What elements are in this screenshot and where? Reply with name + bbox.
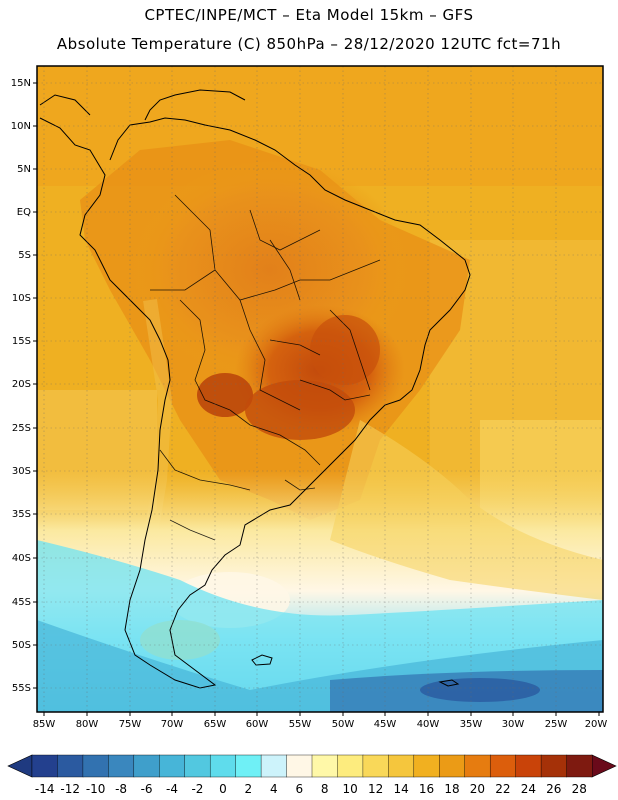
- lon-label: 55W: [289, 719, 312, 730]
- map-title-line2: Absolute Temperature (C) 850hPa – 28/12/…: [56, 35, 562, 53]
- colorbar-swatch: [82, 754, 109, 778]
- colorbar-label: 22: [495, 782, 510, 796]
- colorbar-swatch: [439, 754, 466, 778]
- colorbar-label: -12: [60, 782, 80, 796]
- lon-label: 80W: [76, 719, 99, 730]
- colorbar-swatch: [464, 754, 491, 778]
- colorbar-swatch: [362, 754, 389, 778]
- lon-label: 70W: [161, 719, 184, 730]
- colorbar-over-triangle: [591, 754, 617, 778]
- colorbar-label: -10: [86, 782, 106, 796]
- lat-label: 35S: [12, 509, 31, 520]
- lon-label: 25W: [545, 719, 568, 730]
- colorbar-label: -14: [35, 782, 55, 796]
- lat-label: 50S: [12, 640, 31, 651]
- lat-label: 15S: [12, 336, 31, 347]
- lat-label: 25S: [12, 423, 31, 434]
- lon-label: 30W: [502, 719, 525, 730]
- lon-label: 45W: [374, 719, 397, 730]
- lon-label: 40W: [417, 719, 440, 730]
- colorbar-label: 28: [572, 782, 587, 796]
- coastlines: [39, 89, 471, 689]
- colorbar-swatch: [31, 754, 58, 778]
- map-title-line1: CPTEC/INPE/MCT – Eta Model 15km – GFS: [144, 6, 474, 24]
- colorbar-swatch: [235, 754, 262, 778]
- colorbar-label: 10: [343, 782, 358, 796]
- lon-label: 60W: [246, 719, 269, 730]
- colorbar-label: -2: [191, 782, 203, 796]
- lon-label: 65W: [204, 719, 227, 730]
- colorbar-label: 16: [419, 782, 434, 796]
- lat-label: 55S: [12, 683, 31, 694]
- colorbar-swatch: [566, 754, 593, 778]
- colorbar-label: -6: [141, 782, 153, 796]
- colorbar-swatch: [413, 754, 440, 778]
- temperature-field: [37, 66, 603, 712]
- lat-label: 20S: [12, 379, 31, 390]
- lat-label: EQ: [17, 207, 31, 218]
- colorbar-label: -4: [166, 782, 178, 796]
- colorbar-label: 24: [521, 782, 536, 796]
- colorbar-label: 18: [444, 782, 459, 796]
- colorbar-swatch: [388, 754, 415, 778]
- lat-label: 40S: [12, 553, 31, 564]
- colorbar-label: 12: [368, 782, 383, 796]
- colorbar-label: 6: [295, 782, 303, 796]
- lat-label: 45S: [12, 597, 31, 608]
- colorbar-label: 4: [270, 782, 278, 796]
- lon-label: 20W: [585, 719, 608, 730]
- colorbar-swatch: [159, 754, 186, 778]
- colorbar-swatch: [260, 754, 288, 778]
- lon-labels: 85W 80W 75W 70W 65W 60W 55W 50W 45W 40W …: [33, 719, 608, 730]
- lon-label: 35W: [460, 719, 483, 730]
- colorbar: -14 -12 -10 -8 -6 -4 -2 0 2 4 6 8 10 12 14 16 18 20 22 24 26…: [7, 754, 617, 796]
- colorbar-label: 14: [393, 782, 408, 796]
- colorbar-swatch: [57, 754, 84, 778]
- colorbar-swatch: [184, 754, 211, 778]
- lat-label: 5S: [18, 250, 31, 261]
- colorbar-under-triangle: [7, 754, 33, 778]
- lat-label: 15N: [11, 78, 31, 89]
- colorbar-swatch: [337, 754, 364, 778]
- lon-label: 85W: [33, 719, 56, 730]
- colorbar-swatch: [311, 754, 338, 778]
- colorbar-label: -8: [115, 782, 127, 796]
- lon-label: 75W: [119, 719, 142, 730]
- colorbar-label: 0: [219, 782, 227, 796]
- lat-labels: 15N 10N 5N EQ 5S 10S 15S 20S 25S 30S 35S…: [11, 78, 31, 694]
- colorbar-swatch: [209, 754, 237, 778]
- lat-label: 5N: [17, 164, 31, 175]
- ticks: [33, 82, 600, 716]
- lon-label: 50W: [332, 719, 355, 730]
- colorbar-label: 26: [546, 782, 561, 796]
- colorbar-swatch: [286, 754, 313, 778]
- lat-label: 10N: [11, 121, 31, 132]
- lat-label: 10S: [12, 293, 31, 304]
- colorbar-label: 2: [245, 782, 253, 796]
- colorbar-swatch: [515, 754, 542, 778]
- colorbar-swatch: [108, 754, 135, 778]
- colorbar-label: 20: [470, 782, 485, 796]
- lat-label: 30S: [12, 466, 31, 477]
- colorbar-swatch: [540, 754, 568, 778]
- colorbar-swatch: [133, 754, 160, 778]
- colorbar-label: 8: [321, 782, 329, 796]
- colorbar-swatch: [489, 754, 517, 778]
- map-frame: [36, 65, 604, 713]
